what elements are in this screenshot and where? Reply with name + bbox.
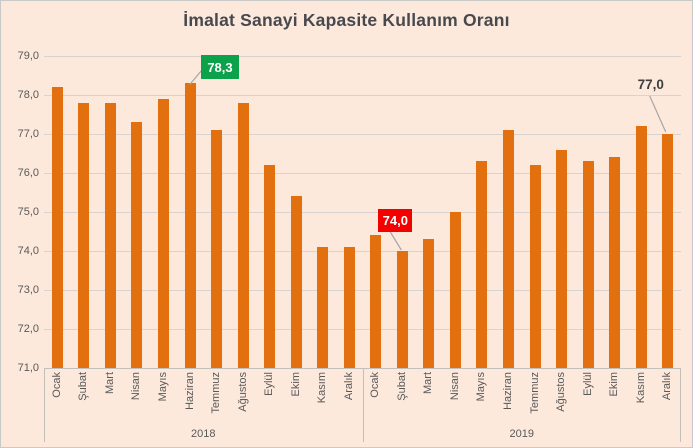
month-label: Eylül: [581, 372, 594, 396]
y-axis-tick-label: 76,0: [17, 167, 39, 179]
month-label: Aralık: [661, 372, 674, 401]
bar-2018-Şubat: [78, 102, 90, 368]
bar-2018-Eylül: [264, 165, 276, 368]
bar-2019-Ocak: [370, 235, 382, 368]
bar-2018-Ocak: [51, 87, 63, 368]
bar-2018-Kasım: [317, 247, 329, 368]
data-label-green-box: 78,3: [200, 55, 239, 79]
gridline: [44, 329, 681, 330]
category-axis-separator: [680, 368, 681, 442]
bar-2019-Ekim: [609, 157, 621, 368]
month-label: Ağustos: [236, 372, 249, 412]
gridline: [44, 212, 681, 213]
month-label: Ağustos: [555, 372, 568, 412]
data-label-red-box: 74,0: [378, 209, 413, 232]
gridline: [44, 173, 681, 174]
month-label: Mart: [103, 372, 116, 394]
bar-2019-Temmuz: [529, 165, 541, 368]
gridline: [44, 290, 681, 291]
bar-2019-Aralık: [662, 134, 674, 368]
bar-2018-Mayıs: [157, 98, 169, 368]
bar-2018-Temmuz: [211, 130, 222, 368]
bar-2019-Mayıs: [476, 161, 488, 368]
gridline: [44, 134, 681, 135]
month-label: Ocak: [50, 372, 63, 398]
month-label: Nisan: [448, 372, 461, 401]
bar-2019-Eylül: [582, 161, 594, 368]
month-label: Mayıs: [156, 372, 169, 402]
month-label: Ocak: [369, 372, 382, 398]
y-axis-tick-label: 73,0: [17, 284, 39, 296]
bar-2019-Kasım: [635, 126, 647, 368]
category-axis-separator: [44, 368, 45, 442]
year-label-2019: 2019: [509, 428, 535, 440]
bar-2019-Mart: [423, 239, 435, 368]
bar-2019-Ağustos: [556, 149, 568, 368]
bar-2019-Şubat: [396, 251, 408, 368]
data-label-plain: 77,0: [637, 77, 664, 92]
month-label: Şubat: [395, 372, 408, 401]
category-axis-separator: [362, 368, 364, 442]
leader-line: [389, 231, 402, 251]
bar-2018-Mart: [104, 102, 116, 368]
month-label: Nisan: [130, 372, 143, 401]
month-label: Ekim: [608, 372, 621, 397]
bar-2018-Ağustos: [237, 102, 249, 368]
month-label: Mayıs: [475, 372, 488, 402]
gridline: [44, 251, 681, 252]
month-label: Temmuz: [528, 372, 541, 414]
bar-2018-Ekim: [290, 196, 302, 368]
gridline: [44, 56, 681, 57]
month-label: Aralık: [342, 372, 355, 401]
gridline: [44, 95, 681, 96]
leader-line: [649, 95, 667, 133]
y-axis-tick-label: 75,0: [17, 206, 39, 218]
bar-2019-Haziran: [503, 130, 514, 368]
month-label: Şubat: [77, 372, 90, 401]
y-axis-tick-label: 72,0: [17, 323, 39, 335]
month-label: Eylül: [263, 372, 276, 396]
chart-title: İmalat Sanayi Kapasite Kullanım Oranı: [183, 10, 510, 30]
month-label: Kasım: [316, 372, 329, 404]
month-label: Temmuz: [210, 372, 222, 414]
bar-2018-Haziran: [184, 83, 196, 368]
month-label: Ekim: [289, 372, 302, 397]
month-label: Kasım: [634, 372, 647, 404]
bar-2018-Aralık: [343, 247, 355, 368]
y-axis-tick-label: 71,0: [17, 362, 39, 374]
month-label: Mart: [422, 372, 435, 394]
year-label-2018: 2018: [191, 428, 216, 440]
bar-2018-Nisan: [131, 122, 143, 368]
y-axis-tick-label: 77,0: [17, 128, 39, 140]
month-label: Haziran: [502, 372, 514, 410]
bar-2019-Nisan: [449, 212, 461, 368]
month-label: Haziran: [183, 372, 196, 410]
y-axis-tick-label: 79,0: [17, 50, 39, 62]
y-axis-tick-label: 78,0: [17, 89, 39, 101]
y-axis-tick-label: 74,0: [17, 245, 39, 257]
